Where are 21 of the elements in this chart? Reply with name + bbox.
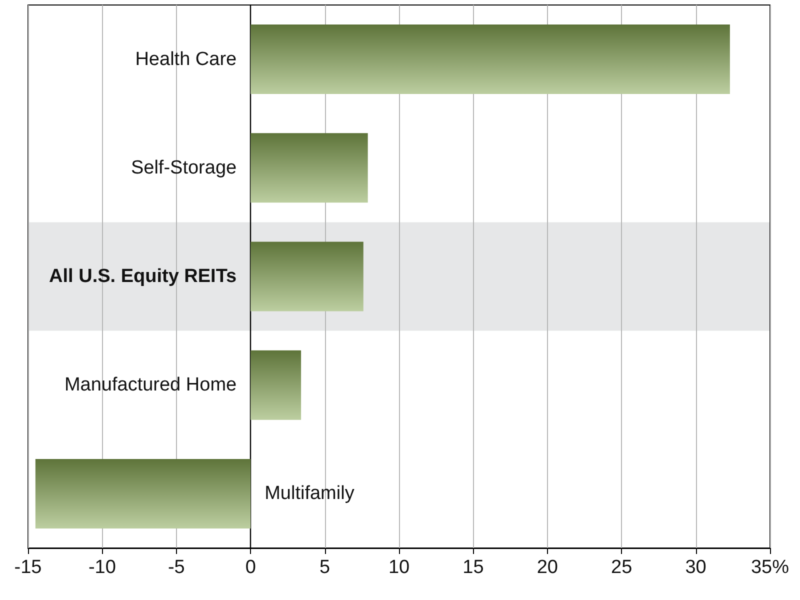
y-tick-label: Self-Storage — [130, 157, 237, 178]
x-tick-label: 15 — [462, 557, 484, 578]
x-tick-label: -15 — [14, 557, 42, 578]
bar — [250, 24, 730, 94]
bar — [35, 458, 251, 528]
y-tick-label: All U.S. Equity REITs — [49, 266, 237, 287]
x-tick-label: 30 — [685, 557, 706, 578]
bar — [250, 350, 302, 420]
bar — [250, 133, 368, 203]
y-tick-label: Health Care — [135, 48, 237, 70]
x-tick-label: 25 — [611, 557, 632, 578]
x-tick-label: -5 — [168, 557, 185, 578]
x-tick-label: 0 — [245, 557, 256, 578]
y-tick-label: Manufactured Home — [64, 374, 237, 396]
x-tick-label: -10 — [88, 557, 116, 578]
bar — [250, 242, 364, 312]
x-tick-label: 20 — [536, 557, 558, 578]
x-tick-label: 35% — [750, 557, 790, 578]
x-tick-label: 10 — [388, 557, 410, 578]
x-tick-label: 5 — [320, 557, 330, 578]
y-tick-label: Multifamily — [264, 483, 355, 504]
